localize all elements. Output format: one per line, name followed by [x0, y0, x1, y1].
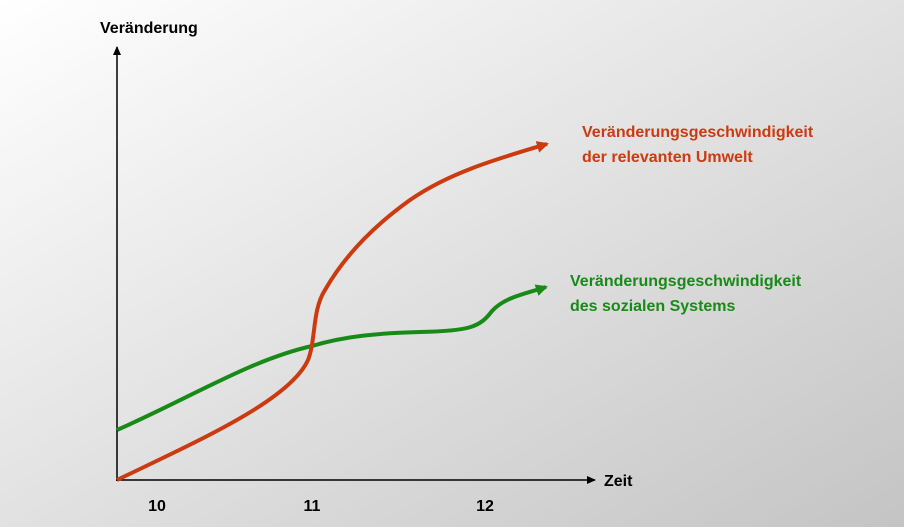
curve-label: Veränderungsgeschwindigkeit [570, 273, 802, 290]
x-tick-label: 10 [148, 498, 166, 515]
y-axis-label: Veränderung [100, 20, 198, 37]
x-tick-label: 11 [304, 498, 321, 515]
curve-label: Veränderungsgeschwindigkeit [582, 124, 814, 141]
x-axis-label: Zeit [604, 473, 633, 490]
red-curve [116, 141, 549, 482]
curve-label: des sozialen Systems [570, 298, 736, 315]
curve-label: der relevanten Umwelt [582, 149, 753, 166]
x-tick-label: 12 [476, 498, 494, 515]
green-curve [116, 284, 548, 432]
